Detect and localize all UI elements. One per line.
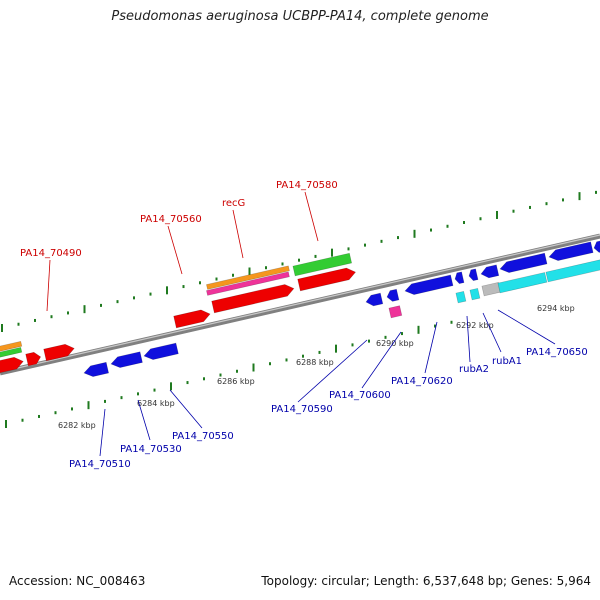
forward-scale-ticks bbox=[1, 190, 597, 332]
scale-label: 6284 kbp bbox=[137, 399, 175, 408]
gene-blue-3 bbox=[143, 342, 179, 360]
gene-label-PA14_70560[interactable]: PA14_70560 bbox=[140, 214, 202, 225]
gene-blue-6 bbox=[404, 274, 454, 295]
gene-red-2 bbox=[25, 351, 42, 367]
gene-red-recG bbox=[211, 284, 295, 314]
gene-label-PA14_70590[interactable]: PA14_70590 bbox=[271, 404, 333, 415]
feature-green-left bbox=[0, 346, 23, 358]
feature-green bbox=[292, 252, 353, 277]
gene-blue-9 bbox=[480, 264, 500, 279]
gene-label-rubA1[interactable]: rubA1 bbox=[492, 356, 522, 367]
reverse-scale-ticks bbox=[5, 320, 453, 428]
genome-backbone-highlight bbox=[0, 234, 600, 373]
genome-stats-label: Topology: circular; Length: 6,537,648 bp… bbox=[261, 574, 591, 588]
gene-label-PA14_70550[interactable]: PA14_70550 bbox=[172, 431, 234, 442]
scale-label: 6292 kbp bbox=[456, 321, 494, 330]
gene-cyan-1 bbox=[455, 290, 467, 304]
gene-cyan-2 bbox=[469, 287, 481, 301]
feature-orange-left bbox=[0, 340, 23, 352]
gene-blue-10 bbox=[499, 252, 548, 273]
gene-label-PA14_70650[interactable]: PA14_70650 bbox=[526, 347, 588, 358]
gene-cyan-4 bbox=[545, 259, 600, 283]
scale-label: 6294 kbp bbox=[537, 304, 575, 313]
gene-blue-1 bbox=[83, 361, 109, 377]
genome-backbone bbox=[0, 233, 600, 376]
gene-cyan-3 bbox=[497, 272, 548, 294]
feature-magenta bbox=[206, 271, 290, 296]
gene-label-PA14_70530[interactable]: PA14_70530 bbox=[120, 444, 182, 455]
forward-label-group: PA14_70490 PA14_70560 recG PA14_70580 bbox=[20, 180, 338, 312]
gene-label-rubA2[interactable]: rubA2 bbox=[459, 364, 489, 375]
gene-blue-11 bbox=[548, 241, 594, 261]
gene-red-3 bbox=[43, 343, 75, 362]
feature-orange bbox=[206, 265, 290, 290]
gene-label-recG[interactable]: recG bbox=[222, 198, 245, 209]
genome-title: Pseudomonas aeruginosa UCBPP-PA14, compl… bbox=[111, 9, 489, 24]
gene-blue-12 bbox=[593, 240, 600, 253]
feature-bars bbox=[0, 252, 353, 358]
scale-label: 6282 kbp bbox=[58, 421, 96, 430]
gene-label-PA14_70510[interactable]: PA14_70510 bbox=[69, 459, 131, 470]
gene-blue-8 bbox=[468, 268, 479, 281]
reverse-label-group: PA14_70510 PA14_70530 PA14_70550 PA14_70… bbox=[69, 309, 588, 470]
gene-blue-4 bbox=[365, 292, 384, 307]
gene-red-1 bbox=[0, 356, 24, 374]
gene-label-PA14_70490[interactable]: PA14_70490 bbox=[20, 248, 82, 259]
gene-label-PA14_70600[interactable]: PA14_70600 bbox=[329, 390, 391, 401]
gene-red-5 bbox=[297, 267, 357, 292]
feature-magenta-small bbox=[388, 305, 403, 319]
scale-label: 6288 kbp bbox=[296, 358, 334, 367]
forward-genes bbox=[0, 267, 357, 374]
scale-label: 6286 kbp bbox=[217, 377, 255, 386]
reverse-genes bbox=[83, 240, 600, 377]
gene-blue-5 bbox=[386, 288, 400, 302]
gene-blue-2 bbox=[110, 351, 143, 368]
scale-label: 6290 kbp bbox=[376, 339, 414, 348]
gene-red-4 bbox=[173, 309, 211, 329]
gene-blue-7 bbox=[454, 271, 465, 284]
gene-label-PA14_70580[interactable]: PA14_70580 bbox=[276, 180, 338, 191]
accession-label: Accession: NC_008463 bbox=[9, 574, 146, 588]
gene-label-PA14_70620[interactable]: PA14_70620 bbox=[391, 376, 453, 387]
